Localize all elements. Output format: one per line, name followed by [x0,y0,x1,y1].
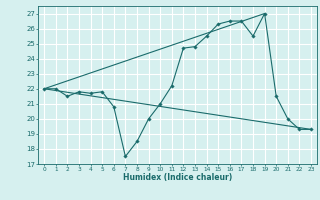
X-axis label: Humidex (Indice chaleur): Humidex (Indice chaleur) [123,173,232,182]
